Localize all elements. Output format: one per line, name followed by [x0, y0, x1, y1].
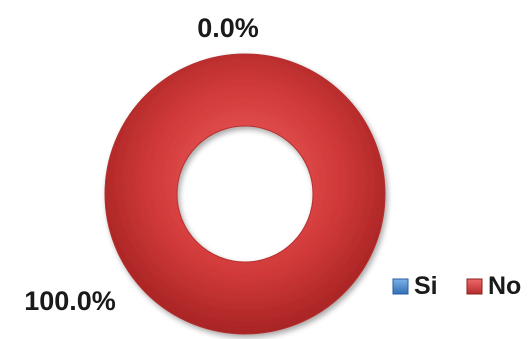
legend-label-no: No — [488, 272, 521, 300]
data-label-no: 100.0% — [24, 286, 116, 316]
donut-slice-no — [104, 53, 386, 335]
donut-ring — [104, 53, 386, 335]
legend: Si No — [392, 272, 521, 300]
legend-item-no: No — [466, 272, 521, 300]
legend-item-si: Si — [392, 272, 438, 300]
legend-swatch-si — [392, 278, 409, 295]
legend-label-si: Si — [414, 272, 438, 300]
legend-swatch-no — [466, 278, 483, 295]
data-label-si: 0.0% — [197, 13, 259, 43]
